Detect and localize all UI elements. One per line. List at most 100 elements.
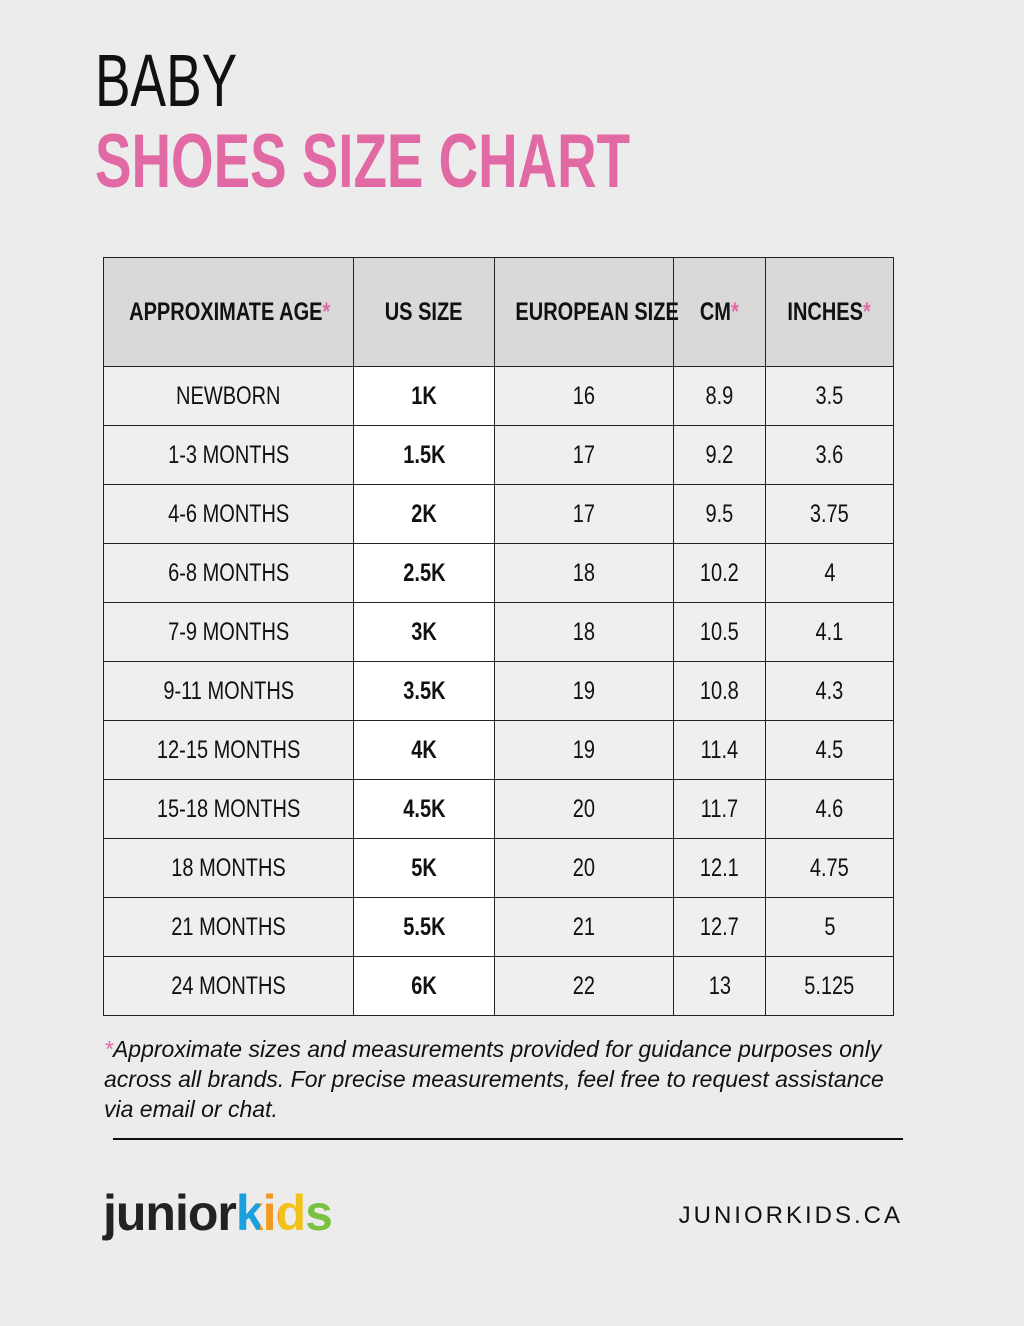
table-cell: 2K [353, 484, 495, 544]
table-cell: 17 [494, 425, 674, 485]
table-row: 18 MONTHS 5K 20 12.1 4.75 [103, 838, 894, 898]
cell-text: 5K [411, 853, 437, 882]
table-row: 7-9 MONTHS 3K 18 10.5 4.1 [103, 602, 894, 662]
table-cell: 16 [494, 366, 674, 426]
table-cell: 18 [494, 543, 674, 603]
logo-dark: junior [103, 1185, 237, 1241]
table-cell: 3K [353, 602, 495, 662]
cell-text: 1K [411, 381, 437, 410]
table-cell: 22 [494, 956, 674, 1016]
divider [113, 1138, 903, 1140]
table-row: 1-3 MONTHS 1.5K 17 9.2 3.6 [103, 425, 894, 485]
cell-text: 2K [411, 499, 437, 528]
header-text: APPROXIMATE AGE [129, 297, 323, 326]
table-cell: 19 [494, 720, 674, 780]
table-row: 4-6 MONTHS 2K 17 9.5 3.75 [103, 484, 894, 544]
table-cell: 3.5 [765, 366, 894, 426]
cell-text: 4K [411, 735, 437, 764]
table-cell: 4.75 [765, 838, 894, 898]
cell-text: 12.1 [700, 853, 739, 882]
header-mark: * [731, 297, 739, 326]
cell-text: 24 MONTHS [171, 971, 286, 1000]
table-cell: 3.75 [765, 484, 894, 544]
table-cell: 8.9 [673, 366, 766, 426]
table-cell: 4-6 MONTHS [103, 484, 354, 544]
cell-text: 5.125 [804, 971, 855, 1000]
header-text: CM [700, 297, 732, 326]
table-cell: 1K [353, 366, 495, 426]
cell-text: 10.8 [700, 676, 739, 705]
header-row: APPROXIMATE AGE * US SIZE EUROPEAN SIZE CM* I… [103, 257, 894, 367]
cell-text: 1-3 MONTHS [167, 440, 290, 469]
cell-text: 19 [572, 676, 596, 705]
website: JUNIORKIDS.CA [678, 1202, 903, 1229]
cell-text: 17 [572, 499, 596, 528]
table-cell: 3.6 [765, 425, 894, 485]
cell-text: 12-15 MONTHS [156, 735, 301, 764]
cell-text: 18 [572, 558, 596, 587]
cell-text: 10.2 [700, 558, 739, 587]
table-cell: 4K [353, 720, 495, 780]
cell-text: 4.5K [402, 794, 446, 823]
logo-color: kids [235, 1185, 333, 1241]
table-cell: 20 [494, 838, 674, 898]
table-cell: 5.125 [765, 956, 894, 1016]
table-cell: 9.2 [673, 425, 766, 485]
cell-text: NEWBORN [176, 381, 281, 410]
table-cell: 15-18 MONTHS [103, 779, 354, 839]
header-label: US SIZE [385, 298, 463, 327]
cell-text: 15-18 MONTHS [156, 794, 301, 823]
table-cell: 21 MONTHS [103, 897, 354, 957]
table-cell: 7-9 MONTHS [103, 602, 354, 662]
header-label: INCHES* [788, 298, 871, 327]
table-cell: 6K [353, 956, 495, 1016]
table-row: 24 MONTHS 6K 22 13 5.125 [103, 956, 894, 1016]
cell-text: 9.5 [705, 499, 734, 528]
table-cell: 4 [765, 543, 894, 603]
cell-text: 8.9 [705, 381, 734, 410]
table-cell: 18 MONTHS [103, 838, 354, 898]
table-cell: 4.1 [765, 602, 894, 662]
table-cell: 13 [673, 956, 766, 1016]
table-cell: 5K [353, 838, 495, 898]
table-cell: 24 MONTHS [103, 956, 354, 1016]
table-cell: 20 [494, 779, 674, 839]
header-cell: CM* [673, 257, 766, 367]
cell-text: 4-6 MONTHS [167, 499, 290, 528]
cell-text: 21 [572, 912, 596, 941]
cell-text: 9.2 [705, 440, 734, 469]
cell-text: 17 [572, 440, 596, 469]
cell-text: 22 [572, 971, 596, 1000]
header-text: INCHES [787, 297, 864, 326]
cell-text: 7-9 MONTHS [167, 617, 290, 646]
cell-text: 5 [823, 912, 836, 941]
table-row: 6-8 MONTHS 2.5K 18 10.2 4 [103, 543, 894, 603]
table-cell: 12.7 [673, 897, 766, 957]
table-cell: 4.5 [765, 720, 894, 780]
table-row: NEWBORN 1K 16 8.9 3.5 [103, 366, 894, 426]
cell-text: 3.5K [402, 676, 446, 705]
cell-text: 2.5K [402, 558, 446, 587]
cell-text: 20 [572, 794, 596, 823]
table-cell: 4.6 [765, 779, 894, 839]
table-cell: 18 [494, 602, 674, 662]
table-cell: 11.7 [673, 779, 766, 839]
cell-text: 20 [572, 853, 596, 882]
header-cell: US SIZE [353, 257, 495, 367]
footnote: *Approximate sizes and measurements prov… [104, 1034, 904, 1124]
table-cell: NEWBORN [103, 366, 354, 426]
table-row: 9-11 MONTHS 3.5K 19 10.8 4.3 [103, 661, 894, 721]
cell-text: 18 [572, 617, 596, 646]
table-cell: 3.5K [353, 661, 495, 721]
cell-text: 11.4 [700, 735, 739, 764]
cell-text: 4.75 [810, 853, 849, 882]
size-table: APPROXIMATE AGE * US SIZE EUROPEAN SIZE CM* I… [103, 257, 894, 1016]
header-cell: EUROPEAN SIZE [494, 257, 679, 367]
table-cell: 10.2 [673, 543, 766, 603]
cell-text: 10.5 [700, 617, 739, 646]
cell-text: 3K [411, 617, 437, 646]
cell-text: 16 [572, 381, 596, 410]
cell-text: 18 MONTHS [171, 853, 286, 882]
table-cell: 10.8 [673, 661, 766, 721]
